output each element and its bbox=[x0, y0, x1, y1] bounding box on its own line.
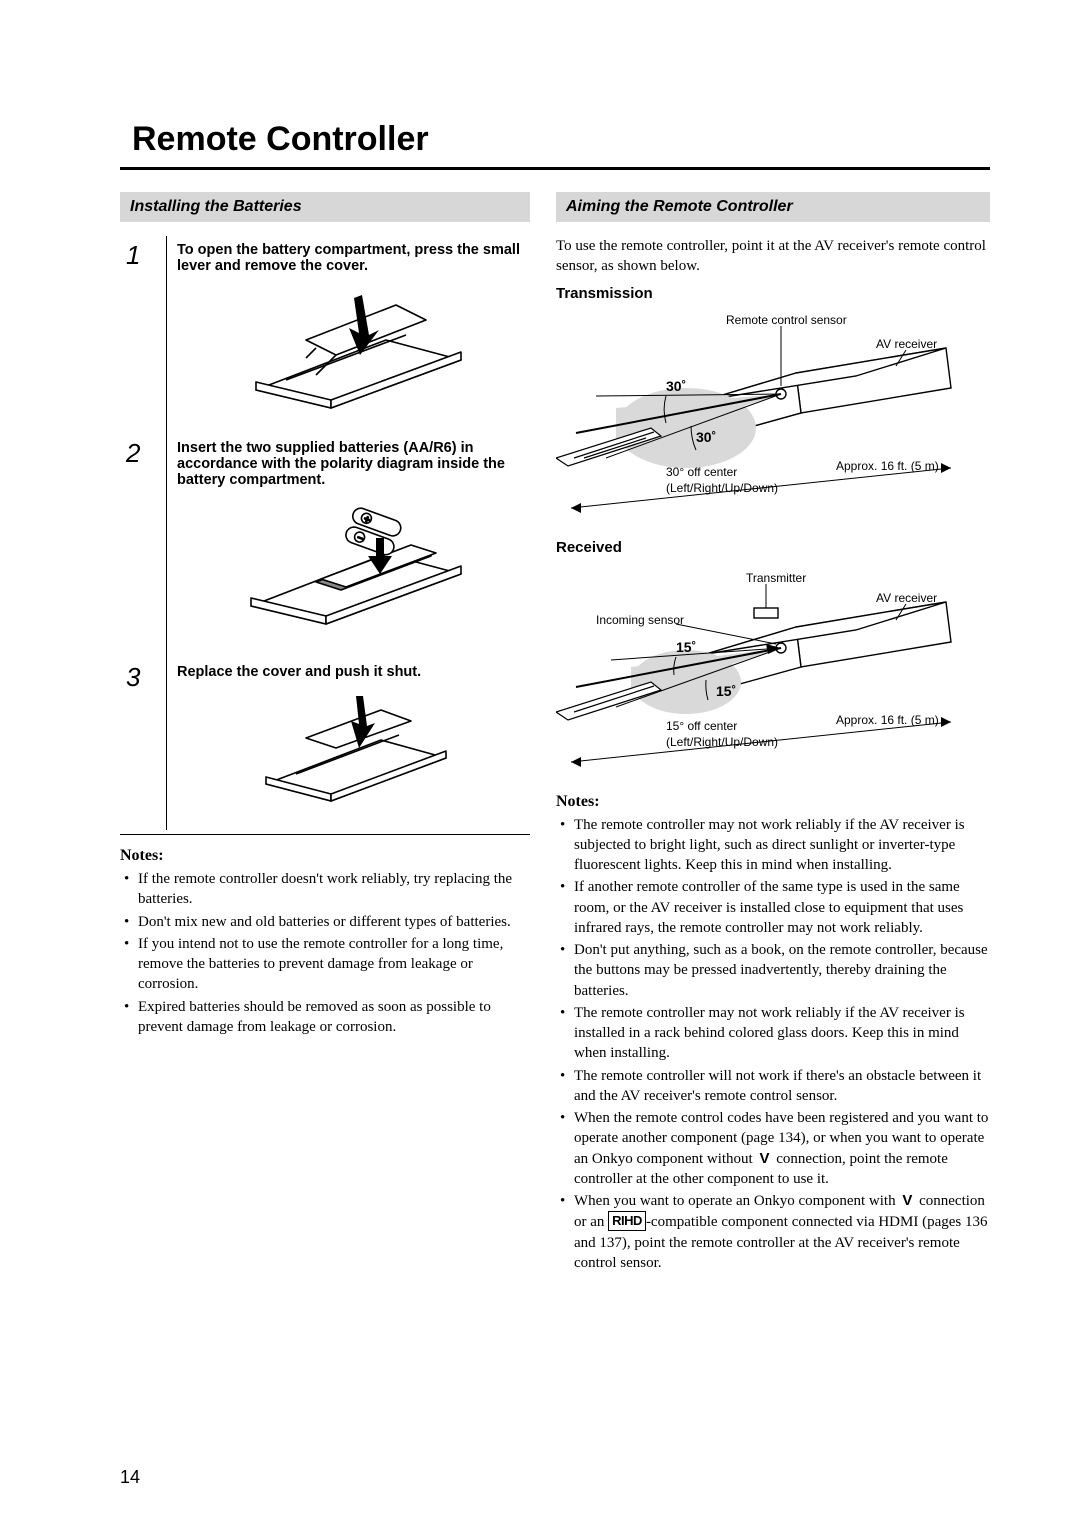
received-title: Received bbox=[556, 539, 990, 556]
received-diagram: Transmitter AV receiver Incoming sensor bbox=[556, 562, 990, 777]
step2-num: 2 bbox=[120, 434, 167, 658]
right-note: When the remote control codes have been … bbox=[560, 1108, 990, 1189]
left-notes-list: If the remote controller doesn't work re… bbox=[124, 869, 530, 1037]
right-notes-title: Notes: bbox=[556, 793, 990, 811]
aiming-intro: To use the remote controller, point it a… bbox=[556, 236, 990, 277]
right-note: Don't put anything, such as a book, on t… bbox=[560, 940, 990, 1001]
step1-illustration bbox=[177, 274, 524, 424]
section-head-aiming: Aiming the Remote Controller bbox=[556, 192, 990, 222]
left-note: If you intend not to use the remote cont… bbox=[124, 934, 530, 995]
svg-text:Incoming sensor: Incoming sensor bbox=[596, 613, 684, 627]
page-title: Remote Controller bbox=[132, 120, 990, 159]
page-number: 14 bbox=[120, 1467, 140, 1488]
svg-text:Remote control sensor: Remote control sensor bbox=[726, 313, 847, 327]
svg-text:Transmitter: Transmitter bbox=[746, 571, 806, 585]
right-note: If another remote controller of the same… bbox=[560, 877, 990, 938]
transmission-diagram: Remote control sensor AV receiver bbox=[556, 308, 990, 523]
svg-text:15° off center: 15° off center bbox=[666, 719, 737, 733]
svg-text:15˚: 15˚ bbox=[716, 683, 736, 699]
left-note: Expired batteries should be removed as s… bbox=[124, 997, 530, 1038]
step3-illustration bbox=[177, 680, 524, 820]
right-note: The remote controller may not work relia… bbox=[560, 815, 990, 876]
left-note: Don't mix new and old batteries or diffe… bbox=[124, 912, 530, 932]
svg-text:15˚: 15˚ bbox=[676, 639, 696, 655]
step2-text: Insert the two supplied batteries (AA/R6… bbox=[177, 440, 524, 488]
title-rule bbox=[120, 167, 990, 170]
right-note: When you want to operate an Onkyo compon… bbox=[560, 1191, 990, 1273]
right-note: The remote controller will not work if t… bbox=[560, 1066, 990, 1107]
step2-illustration: + − bbox=[177, 488, 524, 648]
svg-text:30˚: 30˚ bbox=[666, 378, 686, 394]
svg-text:30° off center: 30° off center bbox=[666, 465, 737, 479]
section-head-installing: Installing the Batteries bbox=[120, 192, 530, 222]
step3-text: Replace the cover and push it shut. bbox=[177, 664, 524, 680]
transmission-title: Transmission bbox=[556, 285, 990, 302]
svg-text:AV receiver: AV receiver bbox=[876, 337, 937, 351]
left-note: If the remote controller doesn't work re… bbox=[124, 869, 530, 910]
svg-text:30˚: 30˚ bbox=[696, 429, 716, 445]
right-notes-list: The remote controller may not work relia… bbox=[560, 815, 990, 1274]
step1-text: To open the battery compartment, press t… bbox=[177, 242, 524, 274]
step3-num: 3 bbox=[120, 658, 167, 830]
right-note: The remote controller may not work relia… bbox=[560, 1003, 990, 1064]
step1-num: 1 bbox=[120, 236, 167, 434]
svg-text:AV receiver: AV receiver bbox=[876, 591, 937, 605]
left-notes-title: Notes: bbox=[120, 847, 530, 865]
